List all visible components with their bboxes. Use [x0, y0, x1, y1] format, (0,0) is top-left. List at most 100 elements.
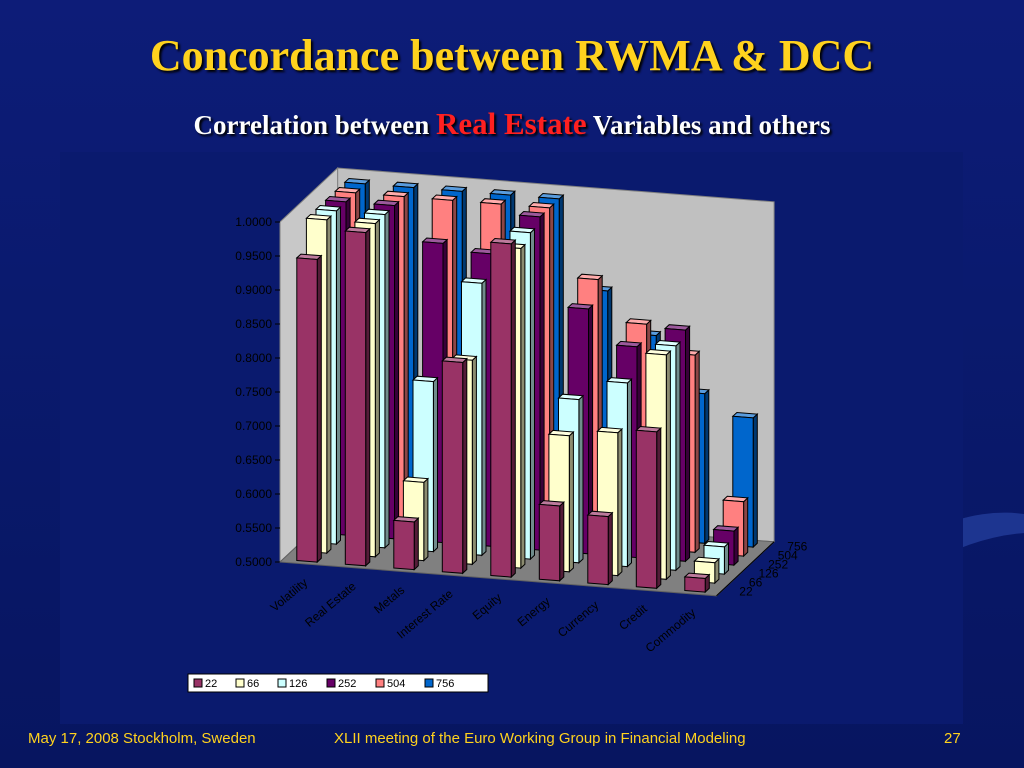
- bar-66-real-estate-side: [374, 218, 380, 558]
- legend-label-66: 66: [247, 678, 259, 690]
- depth-axis-line: [716, 541, 775, 597]
- category-label: Metals: [371, 583, 407, 616]
- bar-22-currency: [586, 510, 614, 586]
- bar-756-credit-side: [704, 388, 710, 545]
- bar-126-interest-rate-side: [481, 278, 487, 557]
- bar-66-interest-rate-side: [471, 355, 477, 566]
- category-label: Credit: [616, 601, 650, 633]
- bar-66-currency-side: [617, 427, 623, 577]
- depth-label: 252: [768, 557, 788, 571]
- y-tick-label: 0.5500: [235, 521, 272, 535]
- legend-label-756: 756: [436, 678, 454, 690]
- y-tick-label: 0.7500: [235, 385, 272, 399]
- legend-swatch-756: [424, 678, 434, 688]
- y-tick-label: 0.8500: [235, 317, 272, 331]
- bar-22-energy-side: [559, 501, 565, 582]
- category-label: Volatility: [267, 575, 310, 614]
- bar-22-interest-rate: [441, 356, 468, 575]
- y-tick-label: 0.6000: [235, 487, 272, 501]
- bar-66-credit-side: [665, 349, 671, 581]
- bar-252-real-estate-side: [394, 200, 400, 540]
- y-tick-label: 0.8000: [235, 351, 272, 365]
- bar-504-commodity-side: [743, 496, 749, 558]
- bar-22-metals: [392, 516, 420, 571]
- subtitle-highlight: Real Estate: [436, 106, 587, 141]
- bar-22-equity: [489, 237, 517, 579]
- chart-area: 0.5000 0.5500 0.6000 0.6500 0.7000 0.7500 0.80…: [60, 152, 963, 724]
- bar-22-energy-front: [538, 503, 561, 582]
- subtitle-prefix: Correlation between: [193, 110, 430, 140]
- legend-box: [187, 673, 489, 693]
- category-label: Currency: [555, 598, 601, 640]
- bar-22-credit-front: [635, 429, 658, 589]
- bar-126-equity-side: [529, 227, 535, 561]
- depth-label: 66: [749, 575, 763, 589]
- bar-22-commodity: [683, 572, 711, 594]
- footer-date-location: May 17, 2008 Stockholm, Sweden: [28, 730, 256, 747]
- legend-swatch-252: [326, 678, 336, 688]
- bar-22-interest-rate-side: [462, 357, 468, 575]
- page-number: 27: [944, 730, 961, 747]
- bar-22-real-estate-side: [365, 227, 371, 567]
- category-label: Energy: [515, 594, 553, 629]
- y-tick-label: 0.7000: [235, 419, 272, 433]
- legend-label-504: 504: [387, 678, 405, 690]
- depth-label: 22: [739, 584, 753, 598]
- bar-22-volatility-side: [316, 254, 322, 564]
- legend-label-126: 126: [289, 678, 307, 690]
- bar-22-metals-side: [413, 517, 419, 571]
- bar-22-volatility-front: [296, 257, 318, 563]
- bar-22-equity-front: [490, 241, 512, 578]
- bar-504-credit-side: [694, 350, 700, 554]
- y-tick-label: 0.6500: [235, 453, 272, 467]
- bar-126-commodity-side: [723, 541, 729, 576]
- bar-22-energy: [538, 500, 565, 582]
- footer-conference: XLII meeting of the Euro Working Group i…: [334, 730, 746, 747]
- y-tick-label: 1.0000: [235, 215, 272, 229]
- bar-22-interest-rate-front: [441, 360, 464, 574]
- bar-66-volatility-side: [326, 214, 332, 555]
- y-tick-label: 0.9500: [235, 249, 272, 263]
- bar-126-energy-side: [578, 394, 584, 564]
- bar-66-energy-side: [568, 430, 574, 573]
- legend-label-252: 252: [338, 678, 356, 690]
- bar-756-commodity-side: [752, 412, 758, 549]
- bar-252-commodity-side: [733, 526, 739, 567]
- bar-126-real-estate-side: [384, 209, 390, 549]
- bar-22-currency-front: [587, 514, 609, 586]
- bar-126-credit-side: [675, 340, 681, 572]
- category-label: Equity: [470, 590, 505, 622]
- correlation-3d-bar-chart: 0.5000 0.5500 0.6000 0.6500 0.7000 0.7500 0.80…: [187, 166, 808, 693]
- depth-label: 756: [787, 539, 807, 553]
- bar-126-metals-side: [432, 376, 438, 553]
- bar-22-volatility: [295, 253, 323, 564]
- bar-22-currency-side: [607, 511, 613, 586]
- y-tick-label: 0.5000: [235, 555, 272, 569]
- bar-66-metals-side: [423, 477, 429, 562]
- legend-swatch-504: [375, 678, 385, 688]
- depth-label: 126: [759, 566, 779, 580]
- bar-22-real-estate-front: [344, 230, 367, 567]
- depth-label: 504: [778, 548, 798, 562]
- bar-22-credit-side: [656, 426, 662, 590]
- bar-126-volatility-side: [335, 205, 341, 546]
- category-label: Real Estate: [302, 579, 359, 630]
- bar-22-metals-front: [393, 519, 415, 571]
- legend-swatch-22: [193, 678, 203, 688]
- subtitle-suffix: Variables and others: [592, 110, 831, 140]
- bar-22-commodity-front: [684, 576, 706, 593]
- bar-126-currency-side: [626, 378, 632, 568]
- y-tick-label: 0.9000: [235, 283, 272, 297]
- bar-252-credit-side: [685, 325, 691, 563]
- slide-subtitle: Correlation between Real Estate Variable…: [0, 106, 1024, 142]
- bar-66-equity-side: [520, 243, 526, 570]
- legend-swatch-126: [277, 678, 287, 688]
- slide-title: Concordance between RWMA & DCC: [149, 31, 875, 80]
- legend-label-22: 22: [205, 678, 217, 690]
- bar-22-real-estate: [344, 226, 371, 567]
- bar-22-equity-side: [510, 238, 516, 579]
- category-label: Commodity: [643, 605, 698, 655]
- bar-252-equity-side: [539, 211, 545, 552]
- legend-swatch-66: [235, 678, 245, 688]
- bar-22-credit: [635, 425, 662, 590]
